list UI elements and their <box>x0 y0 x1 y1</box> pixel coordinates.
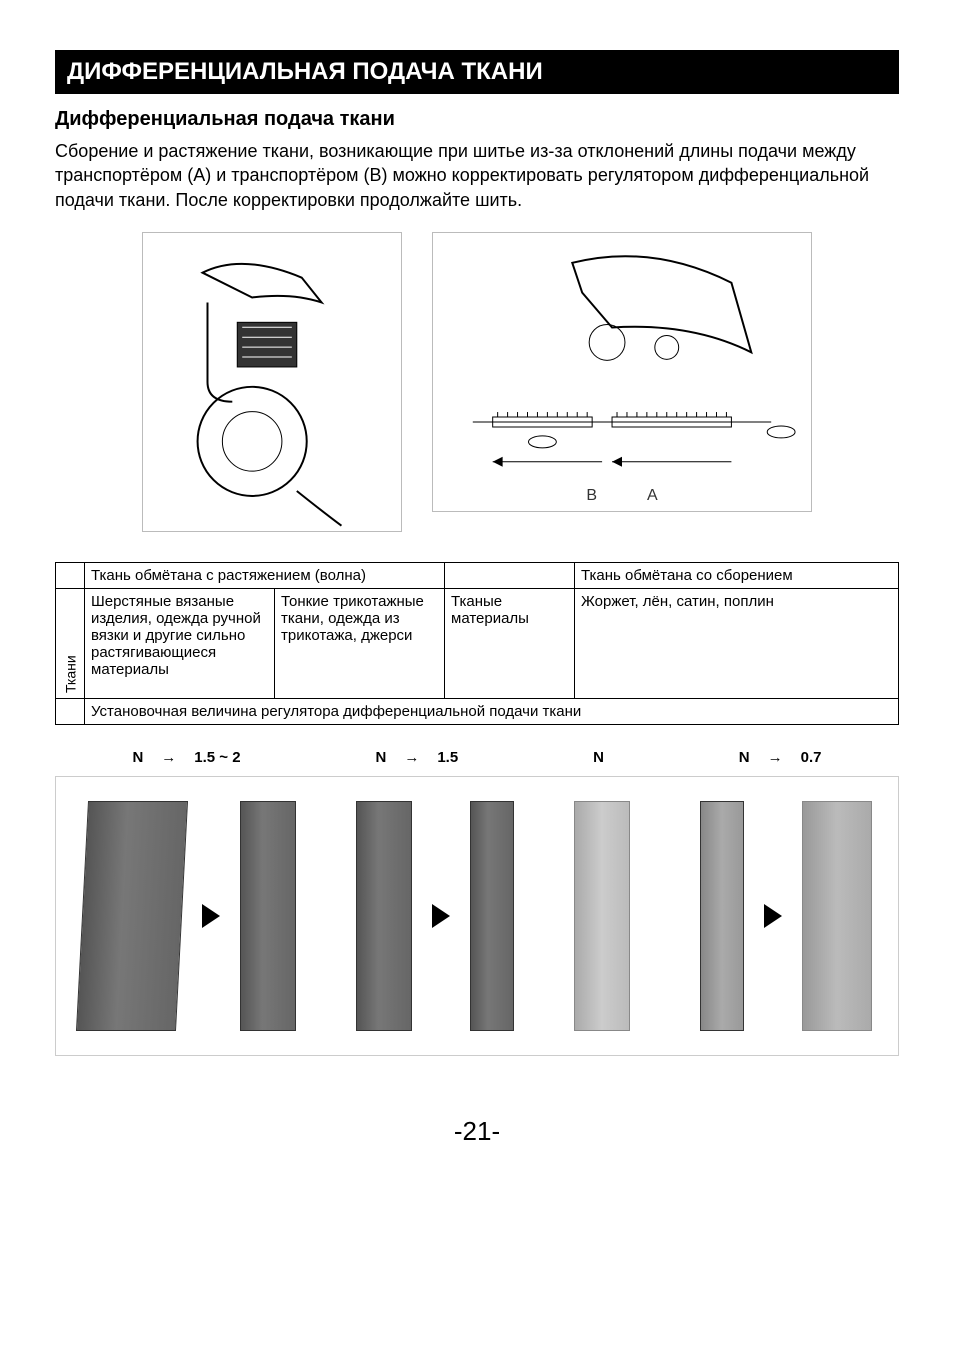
section-title: ДИФФЕРЕНЦИАЛЬНАЯ ПОДАЧА ТКАНИ <box>67 58 543 85</box>
setting-n: N <box>375 749 386 766</box>
setting-value: 0.7 <box>801 749 822 766</box>
settings-values-row: N → 1.5 ~ 2 N → 1.5 N N → 0.7 <box>65 749 889 766</box>
setting-3: N <box>593 749 604 766</box>
feed-mechanism-illustration <box>433 233 811 512</box>
diagram-left <box>142 232 402 532</box>
table-row: Ткани Шерстяные вязаные изделия, одежда … <box>56 588 899 698</box>
table-row: Ткань обмётана с растяжением (волна) Тка… <box>56 562 899 588</box>
arrow-right-icon: → <box>161 749 176 766</box>
label-b: B <box>586 487 597 505</box>
diagram-row: B A <box>55 232 899 532</box>
table-cell: Шерстяные вязаные изделия, одежда ручной… <box>85 588 275 698</box>
fabric-swatch <box>700 801 744 1031</box>
arrow-right-icon: → <box>768 749 783 766</box>
setting-1: N → 1.5 ~ 2 <box>132 749 240 766</box>
machine-dial-illustration <box>143 233 401 531</box>
setting-4: N → 0.7 <box>739 749 822 766</box>
table-row: Установочная величина регулятора диффере… <box>56 698 899 724</box>
page-number: -21- <box>55 1116 899 1147</box>
arrow-right-icon <box>764 904 782 928</box>
arrow-right-icon: → <box>404 749 419 766</box>
diagram-right: B A <box>432 232 812 512</box>
setting-n: N <box>132 749 143 766</box>
table-cell-empty <box>445 562 575 588</box>
setting-n: N <box>739 749 750 766</box>
setting-value: 1.5 ~ 2 <box>194 749 240 766</box>
fabric-swatch <box>470 801 514 1031</box>
setting-n: N <box>593 749 604 766</box>
label-a: A <box>647 487 658 505</box>
arrow-right-icon <box>432 904 450 928</box>
fabric-swatches-row <box>55 776 899 1056</box>
body-paragraph: Сборение и растяжение ткани, возникающие… <box>55 139 899 212</box>
section-subtitle: Дифференциальная подача ткани <box>55 108 899 131</box>
setting-value: 1.5 <box>437 749 458 766</box>
table-cell: Ткань обмётана с растяжением (волна) <box>85 562 445 588</box>
table-cell-empty <box>56 698 85 724</box>
table-cell: Жоржет, лён, сатин, поплин <box>575 588 899 698</box>
section-title-bar: ДИФФЕРЕНЦИАЛЬНАЯ ПОДАЧА ТКАНИ <box>55 50 899 94</box>
setting-2: N → 1.5 <box>375 749 458 766</box>
table-cell: Установочная величина регулятора диффере… <box>85 698 899 724</box>
fabric-swatch <box>240 801 296 1031</box>
diagram-ab-labels: B A <box>433 487 811 505</box>
table-side-label: Ткани <box>56 588 85 698</box>
table-cell: Ткань обмётана со сборением <box>575 562 899 588</box>
fabric-table: Ткань обмётана с растяжением (волна) Тка… <box>55 562 899 725</box>
fabric-swatch <box>802 801 872 1031</box>
table-cell: Тканые материалы <box>445 588 575 698</box>
table-cell-empty <box>56 562 85 588</box>
table-cell: Тонкие трикотажные ткани, одежда из трик… <box>275 588 445 698</box>
fabric-swatch <box>76 801 188 1031</box>
fabric-swatch <box>356 801 412 1031</box>
arrow-right-icon <box>202 904 220 928</box>
fabric-swatch <box>574 801 630 1031</box>
